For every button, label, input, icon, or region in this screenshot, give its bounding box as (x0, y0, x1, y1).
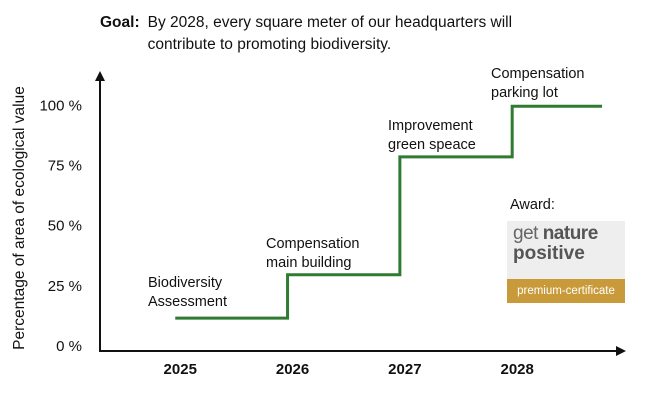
annotation: Biodiversity Assessment (148, 275, 227, 310)
annotation: Improvement green speace (388, 118, 476, 153)
logo-get: get (513, 223, 538, 244)
y-tick-label: 100 % (39, 97, 82, 114)
annotation: Compensation main building (266, 236, 360, 271)
goal-label: Goal: (100, 14, 140, 31)
goal: Goal: By 2028, every square meter of our … (100, 12, 580, 56)
annotation: Compensation parking lot (491, 66, 585, 101)
logo-positive: positive (513, 243, 585, 264)
x-tick-label: 2027 (388, 361, 421, 378)
y-axis-label: Percentage of area of ecological value (11, 86, 28, 350)
y-tick-label: 25 % (48, 278, 82, 295)
y-tick-label: 0 % (56, 338, 82, 355)
goal-text: By 2028, every square meter of our headq… (147, 14, 513, 53)
step-line (175, 104, 603, 320)
x-tick-label: 2028 (500, 361, 533, 378)
award-logo: get nature positive premium-certificate (507, 221, 625, 303)
x-tick-label: 2026 (276, 361, 309, 378)
logo-nature: nature (542, 223, 599, 244)
award-label: Award: (510, 197, 555, 213)
logo-line: get nature (513, 223, 598, 245)
y-tick-label: 75 % (48, 157, 82, 174)
logo-band: premium-certificate (507, 279, 625, 303)
x-tick-label: 2025 (164, 361, 197, 378)
y-tick-label: 50 % (48, 218, 82, 235)
